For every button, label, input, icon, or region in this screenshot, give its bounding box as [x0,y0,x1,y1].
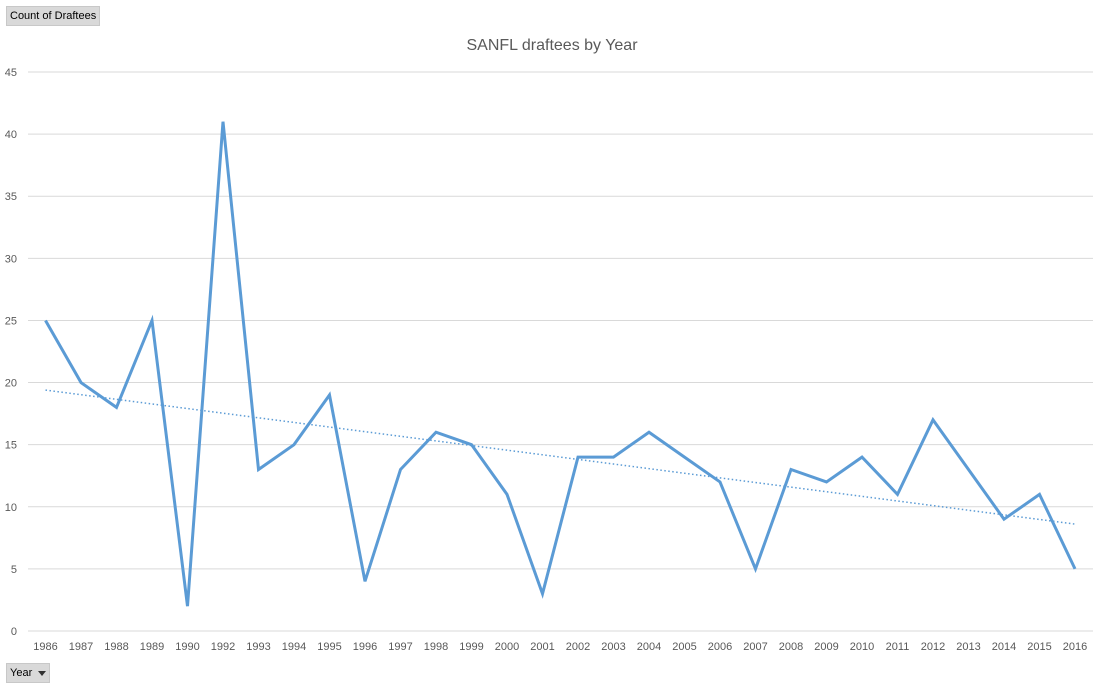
x-tick-label: 2013 [956,641,980,653]
x-tick-label: 2010 [850,641,874,653]
y-tick-label: 20 [5,378,17,390]
data-point [470,443,474,447]
x-tick-label: 1989 [140,641,164,653]
x-tick-label: 2001 [530,641,554,653]
y-tick-label: 45 [5,67,17,79]
axis-field-label: Year [10,667,33,679]
data-point [825,480,829,484]
y-tick-label: 35 [5,191,17,203]
x-tick-label: 1993 [246,641,270,653]
x-tick-label: 2008 [779,641,803,653]
y-tick-label: 30 [5,253,17,265]
x-tick-label: 2000 [495,641,519,653]
data-point [789,468,793,472]
y-tick-label: 25 [5,315,17,327]
data-point [647,430,651,434]
x-tick-label: 2002 [566,641,590,653]
x-tick-label: 2009 [814,641,838,653]
y-tick-label: 5 [11,564,17,576]
data-point [860,455,864,459]
data-point [186,604,190,608]
x-tick-label: 2011 [886,641,910,653]
data-point [896,492,900,496]
data-point [967,468,971,472]
axis-field-button[interactable]: Year [6,663,51,683]
x-tick-label: 2006 [708,641,732,653]
gridlines [28,71,1093,632]
data-point [576,455,580,459]
x-tick-label: 2005 [672,641,696,653]
chart-title: SANFL draftees by Year [466,37,638,54]
data-point [399,468,403,472]
x-tick-label: 1994 [282,641,306,653]
value-field-label: Count of Draftees [10,10,97,22]
value-field-button[interactable]: Count of Draftees [6,6,101,26]
x-tick-label: 1996 [353,641,377,653]
data-point [1038,492,1042,496]
data-point [434,430,438,434]
data-point [683,455,687,459]
data-point [1073,567,1077,571]
x-tick-label: 1999 [459,641,483,653]
y-tick-label: 15 [5,440,17,452]
x-tick-label: 1995 [317,641,341,653]
x-tick-label: 2007 [743,641,767,653]
x-tick-label: 1997 [388,641,412,653]
x-tick-label: 2004 [637,641,661,653]
x-tick-label: 1988 [104,641,128,653]
x-tick-label: 1992 [211,641,235,653]
x-axis-ticks: 1986 1987 1988 1989 1990 1992 1993 1994 1995 1996… [33,641,1087,653]
data-point [505,492,509,496]
x-tick-label: 2003 [601,641,625,653]
series-line [44,120,1077,608]
y-axis-ticks: 0 5 10 15 20 25 30 35 40 45 [5,67,17,638]
data-point [718,480,722,484]
y-tick-label: 10 [5,502,17,514]
data-point [292,443,296,447]
trendline [45,389,1076,525]
data-point [328,393,332,397]
dropdown-arrow-icon [38,670,47,676]
data-point [754,567,758,571]
data-point [44,318,48,322]
data-point [221,120,225,124]
data-point [541,592,545,596]
y-tick-label: 40 [5,129,17,141]
x-tick-label: 2012 [921,641,945,653]
data-point [931,418,935,422]
data-point [1002,517,1006,521]
x-tick-label: 1987 [69,641,93,653]
x-tick-label: 1998 [424,641,448,653]
data-point [612,455,616,459]
data-point [115,405,119,409]
data-point [363,579,367,583]
x-tick-label: 2014 [992,641,1016,653]
x-tick-label: 1990 [175,641,199,653]
x-tick-label: 2016 [1063,641,1087,653]
trendline-path [45,389,1076,525]
data-point [150,318,154,322]
y-tick-label: 0 [11,626,17,638]
x-tick-label: 2015 [1027,641,1051,653]
x-tick-label: 1986 [33,641,57,653]
data-point [257,468,261,472]
series-path [44,121,1077,607]
data-point [79,381,83,385]
